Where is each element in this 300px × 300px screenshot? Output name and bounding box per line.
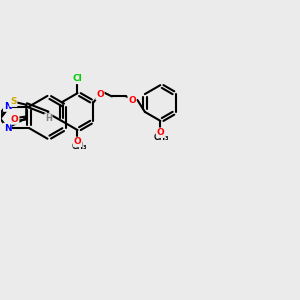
Text: CH₃: CH₃: [154, 133, 170, 142]
Text: Cl: Cl: [73, 74, 82, 83]
Text: O: O: [11, 115, 19, 124]
Text: O: O: [74, 137, 81, 146]
Text: O: O: [156, 128, 164, 137]
Text: H: H: [45, 114, 52, 123]
Text: O: O: [128, 95, 136, 104]
Text: S: S: [10, 97, 17, 106]
Text: O: O: [96, 91, 104, 100]
Text: CH₃: CH₃: [71, 142, 87, 152]
Text: N: N: [4, 124, 11, 133]
Text: N: N: [4, 102, 11, 111]
